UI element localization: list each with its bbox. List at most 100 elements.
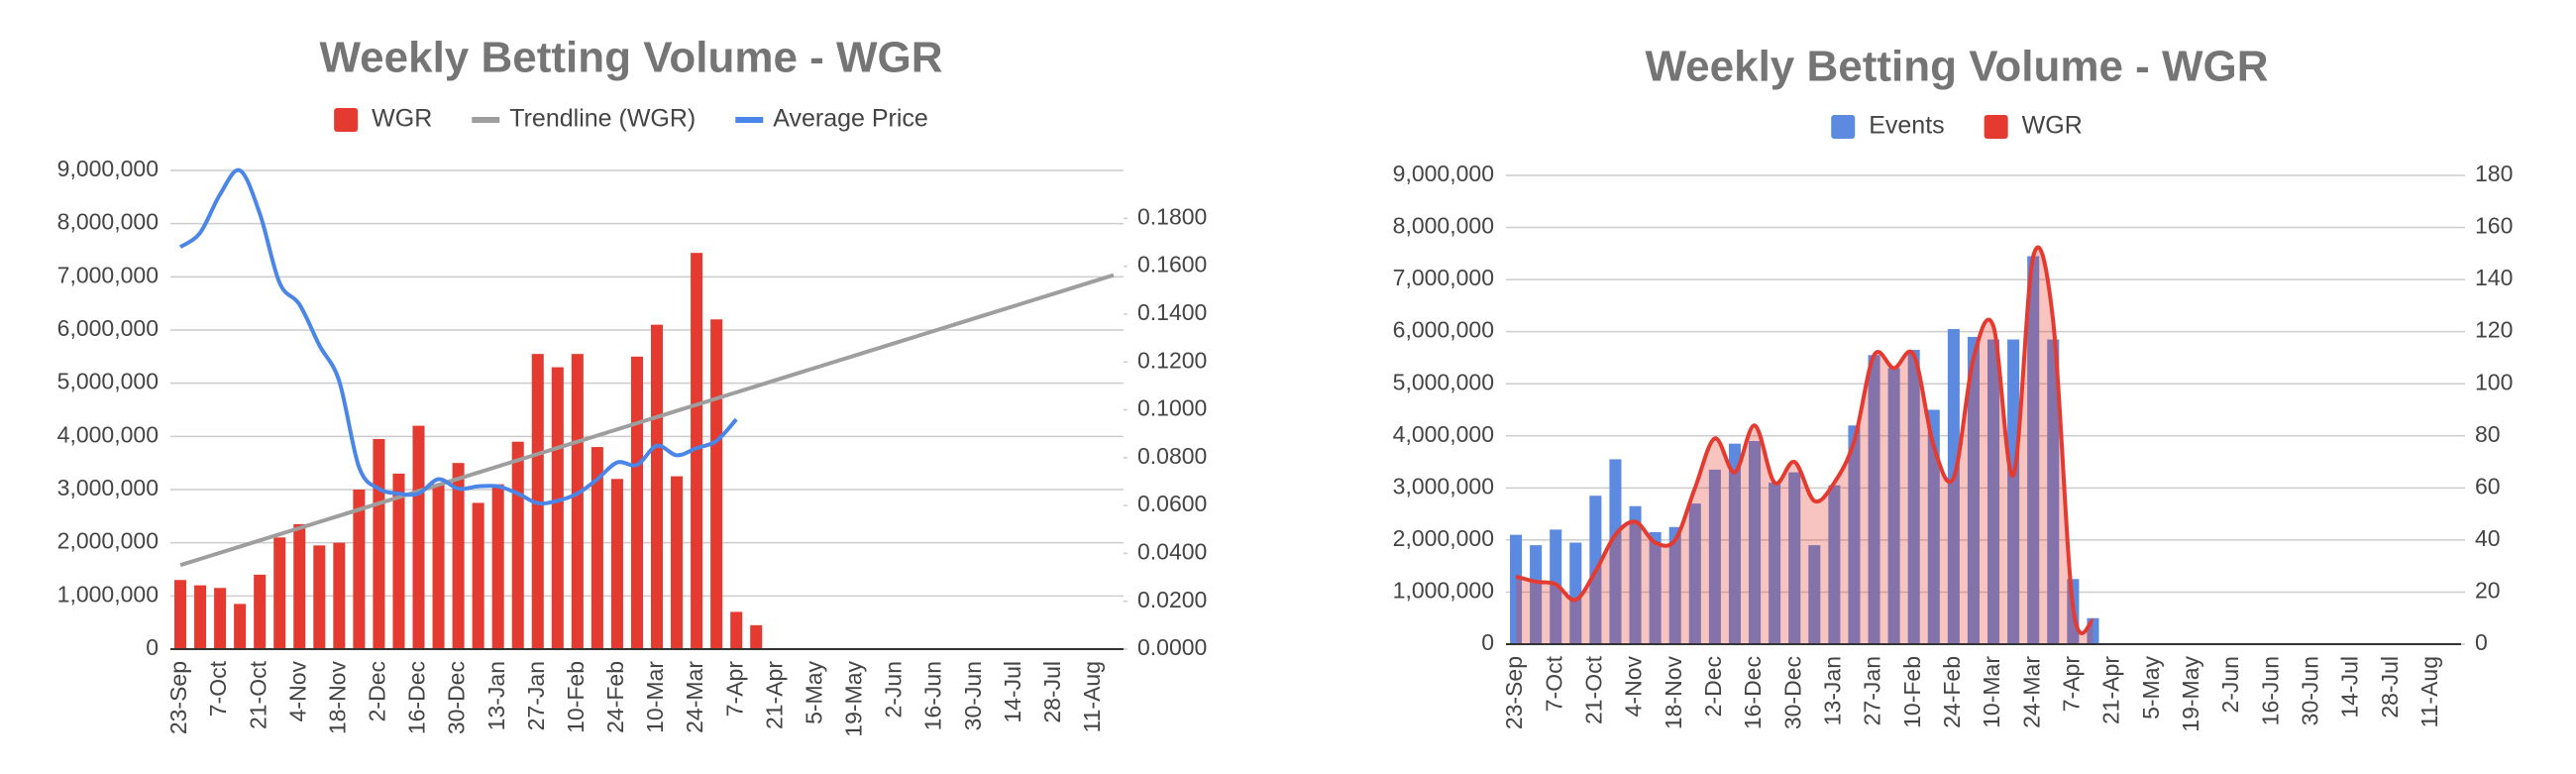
bar bbox=[1550, 529, 1562, 644]
bar bbox=[630, 356, 643, 649]
y2-tick-label: 0.0200 bbox=[1137, 587, 1207, 612]
y2-tick-label: 0.1200 bbox=[1137, 347, 1207, 373]
bar bbox=[1708, 469, 1721, 644]
chart: Weekly Betting Volume - WGR 0 1,000,000 2,0… bbox=[1393, 43, 2514, 732]
y-tick-label: 9,000,000 bbox=[57, 156, 159, 181]
x-tick-label: 28-Jul bbox=[2377, 656, 2403, 719]
legend: WGR Trendline (WGR) Average Price bbox=[334, 105, 928, 133]
y2-tick-label: 100 bbox=[2475, 369, 2513, 394]
bar bbox=[1569, 542, 1582, 644]
x-tick-label: 7-Oct bbox=[1541, 655, 1566, 712]
y-tick-label: 5,000,000 bbox=[1393, 369, 1494, 394]
x-tick-label: 5-May bbox=[801, 661, 826, 724]
line bbox=[1515, 245, 2095, 635]
bar bbox=[1788, 472, 1801, 644]
y2-tick-label: 160 bbox=[2475, 213, 2513, 239]
bar bbox=[174, 580, 187, 649]
x-tick-label: 24-Mar bbox=[682, 661, 707, 733]
bar bbox=[1947, 329, 1960, 644]
bar bbox=[551, 367, 564, 649]
x-tick-label: 4-Nov bbox=[284, 661, 310, 722]
bar bbox=[691, 253, 703, 649]
x-tick-label: 2-Jun bbox=[2217, 656, 2243, 714]
legend-label: Trendline (WGR) bbox=[509, 105, 696, 133]
bar bbox=[273, 537, 286, 649]
y-tick-label: 0 bbox=[1481, 629, 1494, 655]
bar bbox=[1769, 483, 1781, 644]
x-tick-label: 2-Jun bbox=[881, 661, 907, 719]
x-tick-label: 24-Feb bbox=[602, 661, 628, 733]
legend-swatch bbox=[334, 108, 359, 132]
y-tick-label: 6,000,000 bbox=[57, 315, 159, 341]
bar bbox=[412, 425, 425, 649]
bar bbox=[571, 354, 584, 649]
x-tick-label: 16-Jun bbox=[920, 661, 946, 730]
bar bbox=[373, 439, 385, 649]
y-tick-label: 7,000,000 bbox=[57, 262, 159, 287]
y2-tick-label: 0.0400 bbox=[1137, 538, 1207, 564]
y-tick-label: 1,000,000 bbox=[57, 581, 159, 607]
legend-label: WGR bbox=[2022, 112, 2083, 140]
x-tick-label: 10-Mar bbox=[1979, 656, 2004, 728]
legend-label: WGR bbox=[372, 105, 432, 133]
bar bbox=[1967, 336, 1980, 644]
bar bbox=[194, 585, 207, 649]
y-tick-label: 1,000,000 bbox=[1393, 578, 1494, 604]
x-tick-label: 10-Feb bbox=[1899, 656, 1925, 728]
y2-tick-label: 0.0600 bbox=[1137, 491, 1207, 516]
x-tick-label: 30-Dec bbox=[1779, 656, 1805, 729]
x-tick-label: 27-Jan bbox=[1860, 656, 1885, 725]
x-tick-label: 28-Jul bbox=[1039, 661, 1065, 723]
bar bbox=[610, 479, 623, 649]
bar bbox=[1530, 545, 1543, 644]
x-tick-label: 18-Nov bbox=[324, 661, 350, 735]
bar bbox=[2027, 256, 2040, 644]
y2-tick-label: 0.1000 bbox=[1137, 395, 1207, 421]
y2-tick-label: 80 bbox=[2475, 421, 2501, 447]
bar bbox=[392, 473, 405, 649]
bar bbox=[671, 476, 684, 649]
x-tick-label: 7-Apr bbox=[2058, 656, 2084, 713]
x-tick-label: 18-Nov bbox=[1661, 656, 1686, 730]
x-tick-label: 21-Oct bbox=[245, 660, 270, 729]
x-tick-label: 21-Oct bbox=[1580, 655, 1606, 724]
y2-tick-label: 40 bbox=[2475, 525, 2501, 551]
chart-title: Weekly Betting Volume - WGR bbox=[319, 34, 942, 82]
y-tick-label: 5,000,000 bbox=[57, 369, 159, 394]
bar bbox=[730, 611, 743, 649]
bar bbox=[1887, 368, 1900, 644]
bar bbox=[1609, 459, 1622, 644]
x-tick-label: 13-Jan bbox=[1819, 656, 1845, 725]
bar bbox=[472, 502, 484, 649]
x-tick-label: 14-Jul bbox=[1000, 661, 1025, 723]
x-tick-label: 10-Mar bbox=[642, 661, 668, 733]
bar bbox=[1510, 534, 1523, 644]
x-tick-label: 7-Apr bbox=[721, 661, 747, 718]
chart: Weekly Betting Volume - WGR 0 1,000,000 2,0… bbox=[57, 34, 1208, 737]
x-tick-label: 24-Feb bbox=[1939, 656, 1965, 728]
bar bbox=[2047, 339, 2060, 644]
x-tick-label: 16-Jun bbox=[2257, 656, 2283, 725]
bar bbox=[1907, 350, 1920, 644]
x-tick-label: 10-Feb bbox=[563, 661, 589, 733]
y2-tick-label: 0.1400 bbox=[1137, 299, 1207, 325]
y-tick-label: 3,000,000 bbox=[57, 475, 159, 500]
bar bbox=[1749, 441, 1762, 644]
y-tick-label: 8,000,000 bbox=[57, 209, 159, 235]
x-tick-label: 23-Sep bbox=[1501, 656, 1527, 729]
y-tick-label: 2,000,000 bbox=[57, 528, 159, 554]
bar bbox=[293, 523, 306, 649]
x-tick-label: 5-May bbox=[2138, 656, 2164, 719]
bar bbox=[254, 574, 267, 649]
x-tick-label: 19-May bbox=[2178, 656, 2203, 732]
bar bbox=[710, 319, 723, 649]
y2-tick-label: 0.1800 bbox=[1137, 203, 1207, 229]
y2-tick-label: 120 bbox=[2475, 317, 2513, 343]
bar bbox=[313, 545, 326, 649]
bar bbox=[1629, 505, 1642, 644]
y2-tick-label: 60 bbox=[2475, 473, 2501, 498]
bar bbox=[1649, 532, 1662, 644]
x-tick-label: 2-Dec bbox=[365, 661, 390, 721]
y-tick-label: 6,000,000 bbox=[1393, 317, 1494, 343]
